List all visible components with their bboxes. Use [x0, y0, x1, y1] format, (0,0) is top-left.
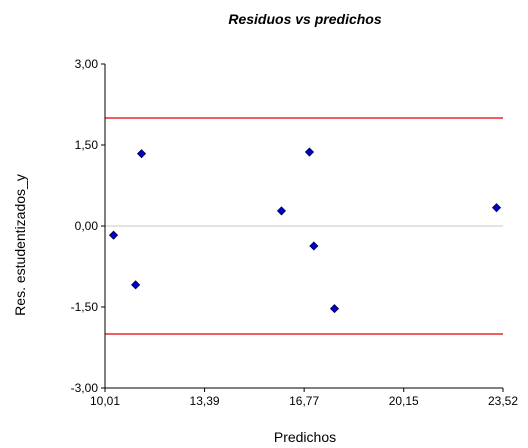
x-tick-label: 13,39	[190, 394, 220, 408]
data-point	[131, 280, 141, 290]
y-axis-label: Res. estudentizados_y	[12, 174, 28, 316]
data-point	[309, 241, 319, 251]
x-tick-label: 20,15	[389, 394, 419, 408]
data-point	[136, 149, 147, 159]
y-tick-label: 3,00	[75, 57, 99, 71]
y-tick-label: -1,50	[71, 300, 99, 314]
x-axis-label: Predichos	[274, 429, 336, 445]
x-tick-label: 10,01	[90, 394, 120, 408]
x-tick-label: 16,77	[289, 394, 319, 408]
data-point	[108, 230, 119, 240]
y-tick-label: 1,50	[75, 138, 99, 152]
chart-title: Residuos vs predichos	[228, 11, 381, 27]
data-point	[491, 203, 502, 213]
data-point	[276, 206, 287, 216]
y-tick-label: 0,00	[75, 219, 99, 233]
y-tick-label: -3,00	[71, 381, 99, 395]
data-point	[329, 304, 340, 314]
x-tick-label: 23,52	[488, 394, 518, 408]
data-point	[304, 147, 315, 157]
